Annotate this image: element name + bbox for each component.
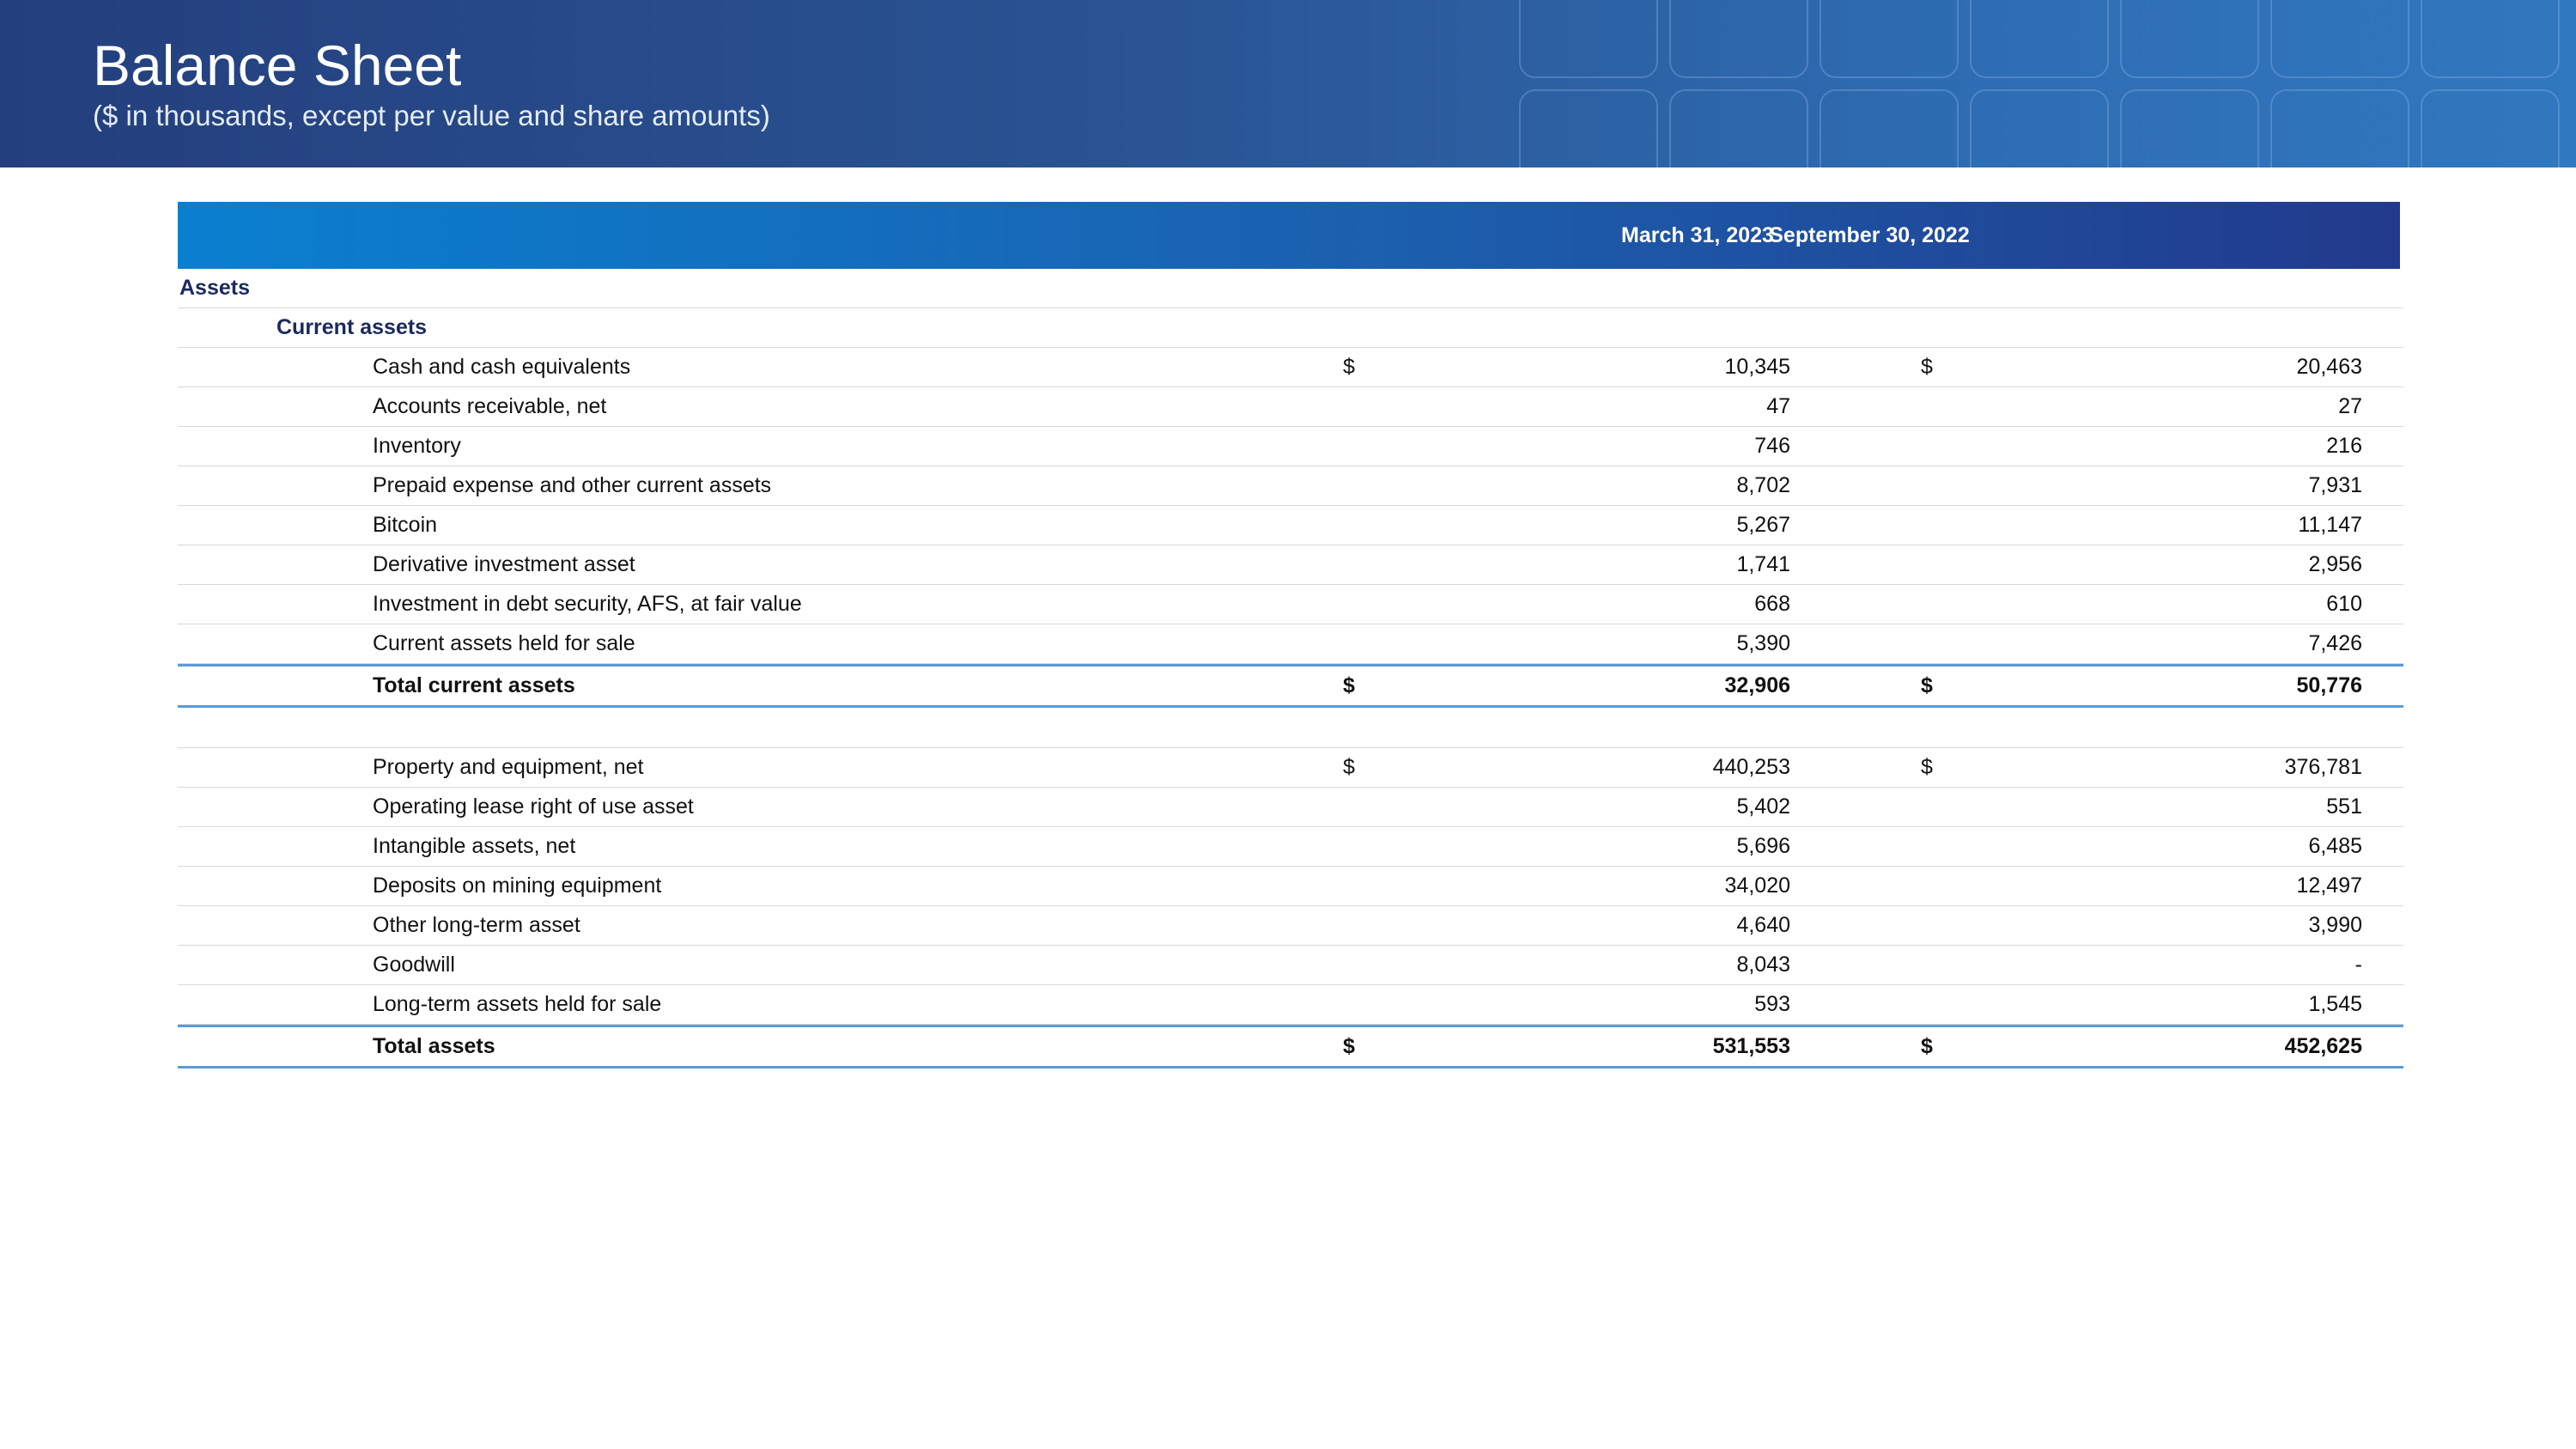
row-label: Bitcoin <box>373 513 438 537</box>
value-march-2023: 668 <box>1754 592 1790 616</box>
currency-symbol-september: $ <box>1921 755 1933 779</box>
value-september-2022: 1,545 <box>2308 992 2362 1016</box>
value-september-2022: 7,426 <box>2308 631 2362 655</box>
total-row: Total assets $ $531,553 452,625 <box>178 1025 2403 1068</box>
value-september-2022: 11,147 <box>2298 513 2362 537</box>
column-header-september-2022: September 30, 2022 <box>1769 223 1970 247</box>
row-label: Property and equipment, net <box>373 755 644 779</box>
header-banner: Balance Sheet ($ in thousands, except pe… <box>0 0 2576 167</box>
table-row: Deposits on mining equipment 34,020 12,497 <box>178 867 2403 906</box>
row-label: Current assets <box>276 315 428 339</box>
table-header: March 31, 2023 September 30, 2022 <box>178 202 2400 269</box>
value-march-2023: 10,345 <box>1724 355 1790 379</box>
value-march-2023: 593 <box>1754 992 1790 1016</box>
row-label: Total current assets <box>373 673 575 697</box>
value-september-2022: 50,776 <box>2296 673 2362 697</box>
table-row: Accounts receivable, net 47 27 <box>178 387 2403 427</box>
value-march-2023: 8,702 <box>1736 473 1790 497</box>
balance-sheet-table: March 31, 2023 September 30, 2022 Assets… <box>178 202 2403 1068</box>
value-march-2023: 5,402 <box>1736 795 1790 819</box>
value-march-2023: 746 <box>1754 434 1790 458</box>
table-row: Derivative investment asset 1,741 2,956 <box>178 545 2403 585</box>
table-row: Intangible assets, net 5,696 6,485 <box>178 827 2403 867</box>
section-row: Current assets <box>178 308 2403 348</box>
table-row: Other long-term asset 4,640 3,990 <box>178 906 2403 946</box>
page-subtitle: ($ in thousands, except per value and sh… <box>93 100 770 131</box>
value-march-2023: 531,553 <box>1712 1034 1790 1058</box>
currency-symbol-march: $ <box>1343 355 1355 379</box>
value-march-2023: 8,043 <box>1736 953 1790 977</box>
row-label: Current assets held for sale <box>373 631 635 655</box>
row-label: Goodwill <box>373 953 455 977</box>
table-row: Long-term assets held for sale 593 1,545 <box>178 985 2403 1025</box>
row-label: Cash and cash equivalents <box>373 355 631 379</box>
row-label: Operating lease right of use asset <box>373 795 694 819</box>
currency-symbol-march: $ <box>1343 1034 1355 1058</box>
row-label: Total assets <box>373 1034 495 1058</box>
banner-grid-pattern <box>1519 0 2560 167</box>
value-september-2022: 551 <box>2326 795 2362 819</box>
total-row: Total current assets $ $32,906 50,776 <box>178 664 2403 708</box>
row-label: Investment in debt security, AFS, at fai… <box>373 592 802 616</box>
spacer-row <box>178 708 2403 748</box>
value-september-2022: - <box>2354 953 2362 977</box>
value-march-2023: 1,741 <box>1736 552 1790 576</box>
row-label: Prepaid expense and other current assets <box>373 473 772 497</box>
table-row: Current assets held for sale 5,390 7,426 <box>178 624 2403 664</box>
value-september-2022: 6,485 <box>2308 834 2362 858</box>
row-label: Intangible assets, net <box>373 834 576 858</box>
currency-symbol-march: $ <box>1343 755 1355 779</box>
value-september-2022: 610 <box>2326 592 2362 616</box>
value-september-2022: 3,990 <box>2308 913 2362 937</box>
table-row: Inventory 746 216 <box>178 427 2403 466</box>
value-march-2023: 34,020 <box>1724 874 1790 898</box>
value-march-2023: 4,640 <box>1736 913 1790 937</box>
section-row: Assets <box>178 269 2403 308</box>
value-march-2023: 5,390 <box>1736 631 1790 655</box>
value-march-2023: 5,696 <box>1736 834 1790 858</box>
value-september-2022: 27 <box>2338 394 2362 418</box>
row-label: Deposits on mining equipment <box>373 874 662 898</box>
table-row: Prepaid expense and other current assets… <box>178 466 2403 506</box>
table-row: Operating lease right of use asset 5,402 5… <box>178 788 2403 827</box>
value-september-2022: 7,931 <box>2308 473 2362 497</box>
page-title: Balance Sheet <box>93 33 462 97</box>
value-march-2023: 440,253 <box>1712 755 1790 779</box>
row-label: Accounts receivable, net <box>373 394 607 418</box>
value-september-2022: 452,625 <box>2284 1034 2362 1058</box>
row-label: Derivative investment asset <box>373 552 635 576</box>
table-row: Property and equipment, net $ $440,253 376,… <box>178 748 2403 788</box>
currency-symbol-september: $ <box>1921 673 1933 697</box>
row-label: Inventory <box>373 434 461 458</box>
column-header-march-2023: March 31, 2023 <box>1621 223 1774 247</box>
currency-symbol-march: $ <box>1343 673 1355 697</box>
currency-symbol-september: $ <box>1921 355 1933 379</box>
value-september-2022: 376,781 <box>2284 755 2362 779</box>
value-september-2022: 216 <box>2326 434 2362 458</box>
table-row: Cash and cash equivalents $ $10,345 20,463 <box>178 348 2403 387</box>
table-body: Assets Current assets Cash and cash equiva… <box>178 269 2403 1068</box>
table-row: Investment in debt security, AFS, at fai… <box>178 585 2403 624</box>
table-row: Bitcoin 5,267 11,147 <box>178 506 2403 545</box>
currency-symbol-september: $ <box>1921 1034 1933 1058</box>
value-march-2023: 32,906 <box>1724 673 1790 697</box>
row-label: Other long-term asset <box>373 913 580 937</box>
value-march-2023: 5,267 <box>1736 513 1790 537</box>
value-september-2022: 12,497 <box>2296 874 2362 898</box>
row-label: Assets <box>179 276 250 300</box>
row-label: Long-term assets held for sale <box>373 992 662 1016</box>
value-march-2023: 47 <box>1766 394 1790 418</box>
table-row: Goodwill 8,043 - <box>178 946 2403 985</box>
value-september-2022: 20,463 <box>2296 355 2362 379</box>
value-september-2022: 2,956 <box>2308 552 2362 576</box>
